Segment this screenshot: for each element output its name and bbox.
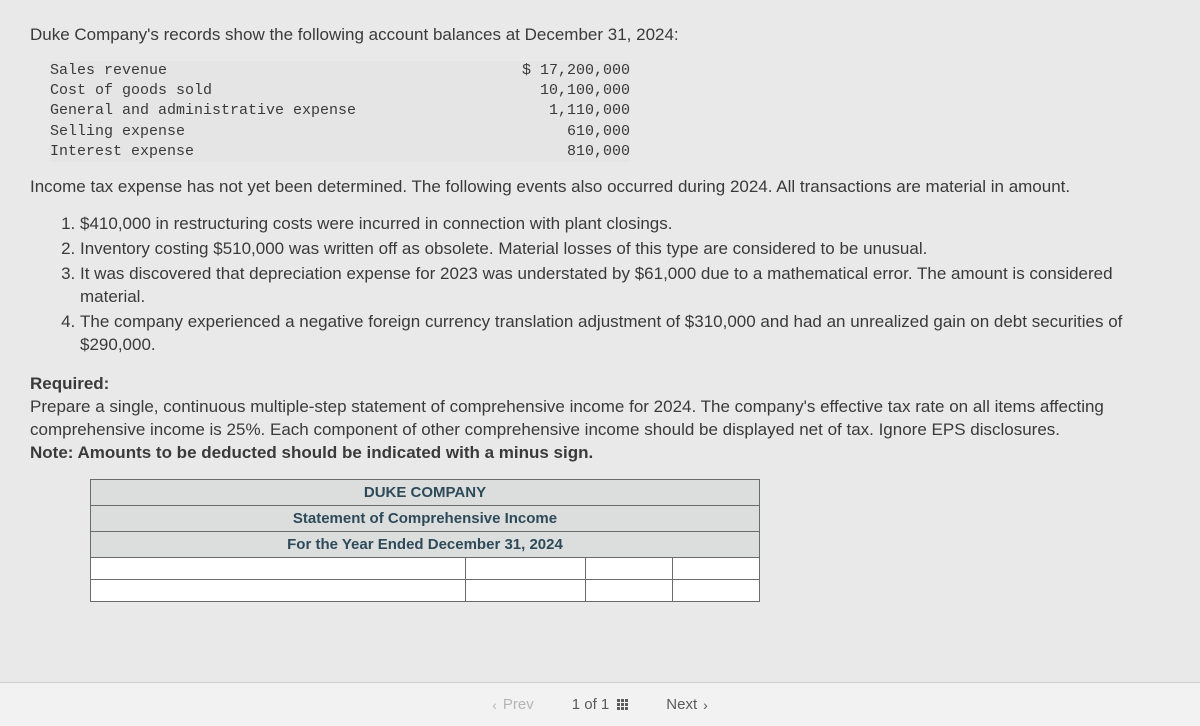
account-balances-ledger: Sales revenue $ 17,200,000 Cost of goods… (50, 61, 630, 162)
table-title-statement: Statement of Comprehensive Income (91, 505, 760, 531)
ledger-row: Interest expense 810,000 (50, 142, 630, 162)
ledger-label: General and administrative expense (50, 101, 490, 121)
required-label: Required: (30, 374, 109, 393)
event-item: It was discovered that depreciation expe… (80, 263, 1170, 309)
table-title-company: DUKE COMPANY (91, 479, 760, 505)
comprehensive-income-table-wrap: DUKE COMPANY Statement of Comprehensive … (90, 479, 760, 602)
required-text: Prepare a single, continuous multiple-st… (30, 397, 1104, 439)
paragraph-tax-note: Income tax expense has not yet been dete… (30, 176, 1170, 199)
event-item: $410,000 in restructuring costs were inc… (80, 213, 1170, 236)
problem-intro: Duke Company's records show the followin… (30, 24, 1170, 47)
ledger-label: Sales revenue (50, 61, 490, 81)
ledger-value: 610,000 (490, 122, 630, 142)
table-cell[interactable] (91, 579, 466, 601)
chevron-left-icon: ‹ (492, 697, 497, 713)
table-cell[interactable] (91, 557, 466, 579)
ledger-row: Cost of goods sold 10,100,000 (50, 81, 630, 101)
next-button[interactable]: Next › (658, 692, 716, 717)
ledger-label: Cost of goods sold (50, 81, 490, 101)
chevron-right-icon: › (703, 697, 708, 713)
required-block: Required: Prepare a single, continuous m… (30, 373, 1170, 465)
ledger-row: General and administrative expense 1,110… (50, 101, 630, 121)
table-cell[interactable] (673, 579, 760, 601)
event-item: The company experienced a negative forei… (80, 311, 1170, 357)
ledger-label: Interest expense (50, 142, 490, 162)
comprehensive-income-table: DUKE COMPANY Statement of Comprehensive … (90, 479, 760, 602)
prev-label: Prev (503, 696, 534, 713)
footer-nav: ‹ Prev 1 of 1 Next › (0, 682, 1200, 726)
keypad-icon[interactable] (617, 699, 628, 710)
table-title-period: For the Year Ended December 31, 2024 (91, 531, 760, 557)
table-cell[interactable] (673, 557, 760, 579)
ledger-row: Sales revenue $ 17,200,000 (50, 61, 630, 81)
ledger-value: 1,110,000 (490, 101, 630, 121)
ledger-value: 810,000 (490, 142, 630, 162)
events-list: $410,000 in restructuring costs were inc… (58, 213, 1170, 357)
ledger-row: Selling expense 610,000 (50, 122, 630, 142)
table-cell[interactable] (465, 579, 585, 601)
next-label: Next (666, 696, 697, 713)
ledger-label: Selling expense (50, 122, 490, 142)
table-cell[interactable] (586, 557, 673, 579)
ledger-value: $ 17,200,000 (490, 61, 630, 81)
table-cell[interactable] (586, 579, 673, 601)
page-indicator-text: 1 of 1 (572, 696, 610, 713)
ledger-value: 10,100,000 (490, 81, 630, 101)
event-item: Inventory costing $510,000 was written o… (80, 238, 1170, 261)
page-indicator: 1 of 1 (572, 696, 629, 713)
prev-button[interactable]: ‹ Prev (484, 692, 542, 717)
table-cell[interactable] (465, 557, 585, 579)
note-text: Note: Amounts to be deducted should be i… (30, 443, 593, 462)
